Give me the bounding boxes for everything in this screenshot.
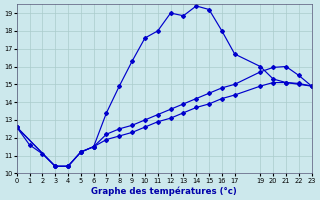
X-axis label: Graphe des températures (°c): Graphe des températures (°c) bbox=[91, 186, 237, 196]
